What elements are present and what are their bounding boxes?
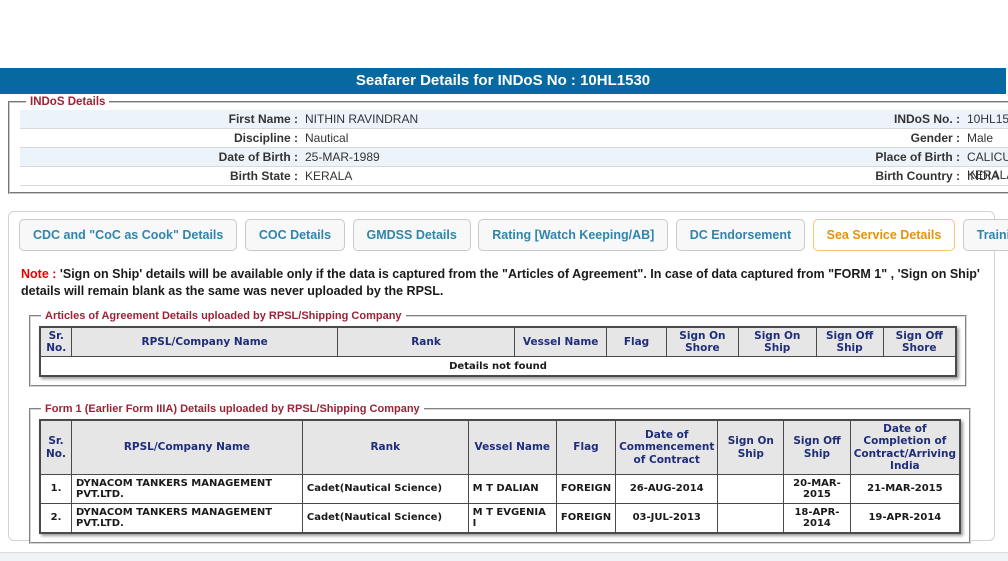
note-text: 'Sign on Ship' details will be available… <box>21 267 980 298</box>
table-row: 1. DYNACOM TANKERS MANAGEMENT PVT.LTD. C… <box>39 473 961 504</box>
col-flag: Flag <box>606 326 667 357</box>
articles-of-agreement-table: Sr. No. RPSL/Company Name Rank Vessel Na… <box>39 325 957 378</box>
col-sign-off-ship: Sign Off Ship <box>783 419 851 475</box>
date-of-birth-value: 25-MAR-1989 <box>305 150 380 164</box>
tab-sea-service-details[interactable]: Sea Service Details <box>812 219 956 251</box>
col-sign-on-ship: Sign On Ship <box>737 326 817 357</box>
sign-off-ship-cell: 18-APR-2014 <box>783 502 851 534</box>
form1-table: Sr. No. RPSL/Company Name Rank Vessel Na… <box>39 419 961 534</box>
discipline-label: Discipline : <box>233 131 298 145</box>
commencement-cell: 03-JUL-2013 <box>615 502 719 534</box>
tab-training-details[interactable]: Training Details <box>962 219 1008 251</box>
birth-country-label: Birth Country : <box>875 169 960 183</box>
form1-legend: Form 1 (Earlier Form IIIA) Details uploa… <box>45 403 420 416</box>
col-date-of-commencement: Date of Commencement of Contract <box>615 419 719 475</box>
completion-cell: 21-MAR-2015 <box>849 473 961 504</box>
gender-value: Male <box>967 131 994 145</box>
table-header-row: Sr. No. RPSL/Company Name Rank Vessel Na… <box>39 419 961 475</box>
first-name-label: First Name : <box>228 112 298 126</box>
col-vessel-name: Vessel Name <box>514 326 608 357</box>
empty-row: Details not found <box>39 355 957 377</box>
indos-details-legend: INDoS Details <box>30 96 106 108</box>
indos-row-discipline-gender: Discipline : Nautical Gender : Male <box>20 129 1008 148</box>
birth-state-label: Birth State : <box>229 169 298 183</box>
col-sign-on-shore: Sign On Shore <box>665 326 739 357</box>
date-of-birth-label: Date of Birth : <box>218 150 298 164</box>
flag-cell: FOREIGN <box>555 502 617 534</box>
articles-of-agreement-section: Articles of Agreement Details uploaded b… <box>29 309 967 388</box>
tab-dc-endorsement[interactable]: DC Endorsement <box>675 219 806 251</box>
col-rank: Rank <box>301 419 469 475</box>
indos-row-dob-pob: Date of Birth : 25-MAR-1989 Place of Bir… <box>20 148 1008 182</box>
rank-cell: Cadet(Nautical Science) <box>301 473 469 504</box>
sign-on-ship-cell <box>717 473 785 504</box>
tab-rating-watch-keeping-ab[interactable]: Rating [Watch Keeping/AB] <box>478 219 669 251</box>
indos-no-label: INDoS No. : <box>894 112 960 126</box>
sign-on-ship-note: Note : 'Sign on Ship' details will be av… <box>21 266 982 300</box>
company-cell: DYNACOM TANKERS MANAGEMENT PVT.LTD. <box>70 502 303 534</box>
sr-no-cell: 1. <box>39 473 72 504</box>
col-rank: Rank <box>336 326 516 357</box>
place-of-birth-value: CALICUT, KERALA <box>967 150 1008 182</box>
completion-cell: 19-APR-2014 <box>849 502 961 534</box>
col-date-of-completion: Date of Completion of Contract/Arriving … <box>849 419 961 475</box>
table-header-row: Sr. No. RPSL/Company Name Rank Vessel Na… <box>39 326 957 357</box>
tab-coc-details[interactable]: COC Details <box>244 219 346 251</box>
flag-cell: FOREIGN <box>555 473 617 504</box>
place-of-birth-label: Place of Birth : <box>875 150 960 164</box>
col-rpsl-company-name: RPSL/Company Name <box>71 326 338 357</box>
tab-content-panel: CDC and "CoC as Cook" Details COC Detail… <box>8 211 1008 544</box>
note-prefix: Note : <box>21 267 57 281</box>
first-name-value: NITHIN RAVINDRAN <box>305 112 419 126</box>
birth-country-value: INDIA <box>967 169 1000 183</box>
birth-state-value: KERALA <box>305 169 353 183</box>
indos-row-name-indos: First Name : NITHIN RAVINDRAN INDoS No. … <box>20 110 1008 129</box>
page-title: Seafarer Details for INDoS No : 10HL1530 <box>0 68 1006 94</box>
indos-row-state-country: Birth State : KERALA Birth Country : IND… <box>20 167 1008 186</box>
indos-details-section: INDoS Details First Name : NITHIN RAVIND… <box>8 96 1008 194</box>
sign-off-ship-cell: 20-MAR-2015 <box>783 473 851 504</box>
company-cell: DYNACOM TANKERS MANAGEMENT PVT.LTD. <box>70 473 303 504</box>
col-flag: Flag <box>555 419 617 475</box>
indos-no-value: 10HL1530 <box>967 112 1008 126</box>
col-sign-off-shore: Sign Off Shore <box>882 326 957 357</box>
gender-label: Gender : <box>910 131 960 145</box>
col-sr-no: Sr. No. <box>39 326 73 357</box>
col-sign-off-ship: Sign Off Ship <box>815 326 884 357</box>
tab-strip: CDC and "CoC as Cook" Details COC Detail… <box>19 219 1008 251</box>
commencement-cell: 26-AUG-2014 <box>615 473 719 504</box>
col-sign-on-ship: Sign On Ship <box>717 419 785 475</box>
tab-gmdss-details[interactable]: GMDSS Details <box>352 219 471 251</box>
bottom-strip <box>0 552 1008 561</box>
sr-no-cell: 2. <box>39 502 72 534</box>
discipline-value: Nautical <box>305 131 349 145</box>
details-not-found-message: Details not found <box>39 355 957 377</box>
vessel-cell: M T DALIAN <box>467 473 557 504</box>
col-vessel-name: Vessel Name <box>467 419 557 475</box>
sign-on-ship-cell <box>717 502 785 534</box>
articles-of-agreement-legend: Articles of Agreement Details uploaded b… <box>45 309 402 322</box>
rank-cell: Cadet(Nautical Science) <box>301 502 469 534</box>
col-sr-no: Sr. No. <box>39 419 72 475</box>
tab-cdc-and-coc-as-cook-details[interactable]: CDC and "CoC as Cook" Details <box>19 219 238 251</box>
vessel-cell: M T EVGENIA I <box>467 502 557 534</box>
form1-section: Form 1 (Earlier Form IIIA) Details uploa… <box>29 403 971 544</box>
table-row: 2. DYNACOM TANKERS MANAGEMENT PVT.LTD. C… <box>39 502 961 534</box>
col-rpsl-company-name: RPSL/Company Name <box>70 419 303 475</box>
